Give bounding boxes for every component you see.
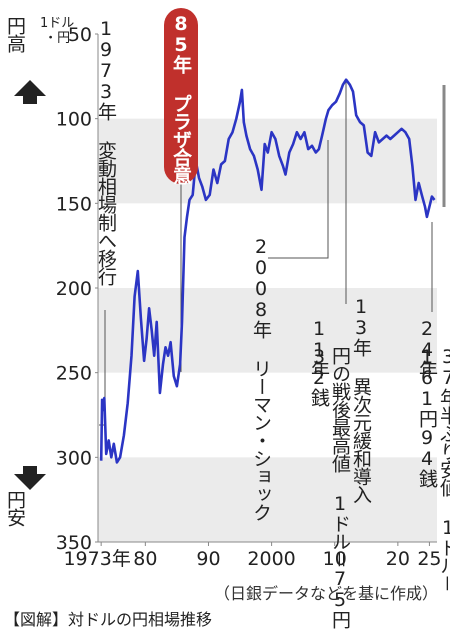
band-2 <box>98 457 437 542</box>
x-tick-label-90: 90 <box>196 548 220 570</box>
arrow-down-icon <box>14 466 46 490</box>
arrow-up-icon <box>14 80 46 104</box>
y-tick-label-100: 100 <box>56 109 92 131</box>
annotation-2011-year: 11年 <box>308 318 330 378</box>
band-0 <box>98 118 437 204</box>
figure-caption: 【図解】対ドルの円相場推移 <box>4 610 213 629</box>
x-tick-label-25: 25 <box>417 548 441 570</box>
y-tick-label-50: 50 <box>68 24 92 46</box>
annotation-plaza-accord: 85年 プラザ合意 <box>164 8 198 184</box>
x-axis-ticks: 1973年 80 90 2000 10 20 25 <box>63 542 442 570</box>
y-tick-label-300: 300 <box>56 447 92 469</box>
series-line-jpy-usd <box>99 78 436 464</box>
x-tick-label-80: 80 <box>133 548 157 570</box>
source-note: （日銀データなどを基に作成） <box>214 584 439 603</box>
y-tick-label-350: 350 <box>56 532 92 554</box>
unit-label: 1ドル ・円 <box>40 16 74 46</box>
y-tick-label-150: 150 <box>56 193 92 215</box>
leader-line-2 <box>268 140 329 259</box>
y-axis-ticks: 50 100 150 200 250 300 350 <box>56 24 98 554</box>
annotation-2013: 13年 異次元緩和導入 <box>350 296 372 503</box>
x-tick-label-10: 10 <box>323 548 347 570</box>
chart-bands <box>98 118 437 542</box>
unit-label-line1: 1ドル <box>40 16 75 31</box>
band-1 <box>98 288 437 373</box>
y-tick-label-200: 200 <box>56 278 92 300</box>
annotation-2024-year: 24年 <box>416 318 438 378</box>
x-tick-label-20: 20 <box>386 548 410 570</box>
x-tick-label-2000: 2000 <box>247 548 295 570</box>
annotation-1973: 1973年 変動相場制へ移行 <box>95 18 117 285</box>
unit-label-line2: ・円 <box>44 31 71 46</box>
annotation-2024-text: 37年半ぶり安値 1ドル＝161円94銭 <box>416 346 450 592</box>
annotation-2008: 2008年 リーマン・ショック <box>250 236 272 521</box>
x-tick-label-1973年: 1973年 <box>63 548 130 570</box>
annotation-2011-text: 円の戦後最高値 1ドル＝75円32銭 <box>308 346 351 628</box>
y-tick-label-250: 250 <box>56 363 92 385</box>
yen-high-label: 円高 <box>4 16 26 52</box>
yen-low-label: 円安 <box>4 490 26 526</box>
